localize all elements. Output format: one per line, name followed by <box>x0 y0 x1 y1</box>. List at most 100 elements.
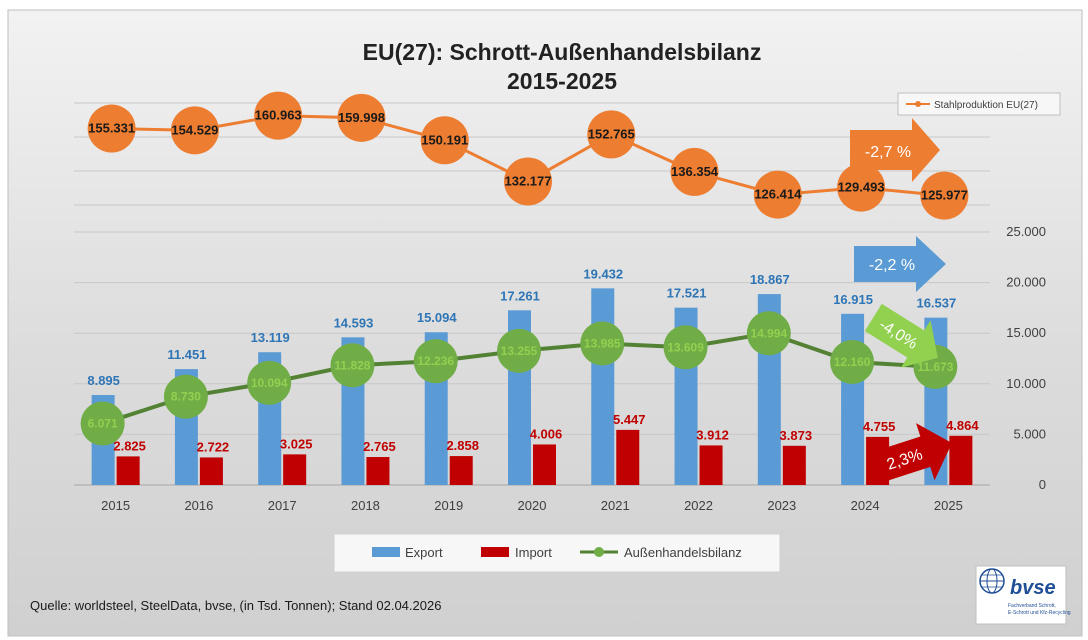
steel-marker <box>753 170 802 219</box>
steel-value-label: 126.414 <box>754 187 802 202</box>
import-value-label: 3.873 <box>780 428 813 443</box>
import-bar <box>199 457 223 485</box>
balance-marker <box>80 401 125 446</box>
import-bar <box>616 429 640 485</box>
steel-value-label: 154.529 <box>171 122 218 137</box>
legend-box <box>333 533 781 573</box>
logo-box <box>975 565 1067 625</box>
steel-value-label: 150.191 <box>421 132 468 147</box>
export-value-label: 15.094 <box>417 310 458 325</box>
y-tick-label: 25.000 <box>1006 224 1046 239</box>
logo-sub-line2: E-Schrott und Kfz-Recycling <box>1008 610 1071 616</box>
logo-sub-line1: Fachverband Schrott, <box>1008 603 1056 609</box>
import-bar <box>116 456 140 485</box>
steel-value-label: 152.765 <box>588 126 635 141</box>
import-bar <box>366 457 390 485</box>
steel-value-label: 125.977 <box>921 188 968 203</box>
x-tick-label: 2019 <box>434 498 463 513</box>
import-value-label: 4.864 <box>946 418 979 433</box>
export-value-label: 13.119 <box>251 330 290 345</box>
steel-marker <box>254 91 303 140</box>
import-value-label: 3.912 <box>696 427 729 442</box>
x-axis: 2015 2016 2017 2018 2019 2020 2021 2022 2023 2024… <box>101 498 963 513</box>
x-tick-label: 2025 <box>934 498 963 513</box>
y-tick-label: 5.000 <box>1013 426 1046 441</box>
chart-title: EU(27): Schrott-Außenhandelsbilanz <box>363 39 762 65</box>
import-value-label: 4.755 <box>863 419 896 434</box>
import-value-label: 2.825 <box>113 438 146 453</box>
steel-marker <box>504 157 552 206</box>
trend-arrows: -2,7 % -2,2 % -4,0% 2,3% <box>850 118 952 484</box>
y-tick-label: 0 <box>1039 477 1046 492</box>
import-value-label: 4.006 <box>530 426 563 441</box>
balance-value-label: 13.985 <box>584 336 621 350</box>
x-tick-label: 2021 <box>601 498 630 513</box>
import-arrow-shape <box>869 423 952 484</box>
import-value-label: 3.025 <box>280 436 313 451</box>
import-bar <box>949 435 973 485</box>
export-bar <box>841 313 865 485</box>
steel-marker <box>170 106 219 155</box>
balance-marker <box>413 339 458 384</box>
steel-marker <box>837 163 886 212</box>
legend-balance-marker <box>594 547 604 557</box>
export-value-label: 11.451 <box>167 347 206 362</box>
balance-marker <box>247 360 292 405</box>
balance-value-label: 11.673 <box>917 360 953 374</box>
balance-value-label: 14.994 <box>750 326 787 340</box>
steel-value-label: 129.493 <box>838 180 885 195</box>
balance-marker <box>830 339 875 384</box>
steel-marker <box>87 104 136 153</box>
export-arrow-label: -2,2 % <box>869 257 915 274</box>
balance-arrow-shape <box>864 303 938 368</box>
export-bar <box>591 288 615 485</box>
balance-marker <box>497 328 541 373</box>
balance-marker <box>746 311 791 356</box>
x-tick-label: 2017 <box>268 498 297 513</box>
balance-value-label: 8.730 <box>171 390 201 404</box>
import-bar <box>283 454 307 485</box>
import-trend-arrow: 2,3% <box>869 423 952 484</box>
export-value-label: 8.895 <box>87 373 120 388</box>
import-value-label: 2.765 <box>363 439 396 454</box>
balance-value-label: 12.236 <box>417 354 454 368</box>
bvse-logo: bvse Fachverband Schrott, E-Schrott und … <box>975 565 1071 625</box>
balance-series: 6.071 8.730 10.094 11.828 12.236 13.255 13.985… <box>80 311 958 446</box>
steel-value-label: 159.998 <box>338 110 385 125</box>
legend-import-label: Import <box>515 545 552 560</box>
steel-legend-box <box>897 92 1061 116</box>
balance-marker <box>330 343 375 388</box>
import-bar <box>533 444 556 485</box>
import-value-label: 2.858 <box>446 438 479 453</box>
steel-trend-arrow: -2,7 % <box>850 118 940 182</box>
y-tick-label: 20.000 <box>1006 275 1046 290</box>
balance-value-label: 12.160 <box>834 355 871 369</box>
logo-word: bvse <box>1010 577 1056 599</box>
export-value-label: 14.593 <box>334 315 374 330</box>
export-value-label: 17.521 <box>667 286 707 301</box>
x-tick-label: 2020 <box>518 498 547 513</box>
steel-arrow-label: -2,7 % <box>865 144 911 161</box>
export-value-label: 17.261 <box>500 288 540 303</box>
steel-value-label: 155.331 <box>88 121 135 136</box>
x-tick-label: 2023 <box>767 498 796 513</box>
steel-value-label: 160.963 <box>255 108 302 123</box>
steel-marker <box>337 93 386 142</box>
steel-legend-label: Stahlproduktion EU(27) <box>934 100 1038 111</box>
balance-value-label: 11.828 <box>334 358 370 372</box>
x-tick-label: 2016 <box>184 498 213 513</box>
balance-marker <box>580 321 625 366</box>
legend: Export Import Außenhandelsbilanz <box>333 533 781 573</box>
import-bar <box>782 445 806 485</box>
y-tick-label: 15.000 <box>1006 325 1046 340</box>
balance-value-label: 6.071 <box>88 417 118 431</box>
export-trend-arrow: -2,2 % <box>854 236 946 292</box>
globe-icon <box>979 568 1005 594</box>
steel-legend: Stahlproduktion EU(27) <box>897 92 1061 116</box>
y-axis: 0 5.000 10.000 15.000 20.000 25.000 <box>1006 224 1046 492</box>
steel-series: 155.331 154.529 160.963 159.998 150.191 132.1… <box>87 91 969 220</box>
export-arrow-shape <box>854 236 946 292</box>
steel-marker <box>587 110 636 159</box>
import-bar <box>699 445 723 485</box>
